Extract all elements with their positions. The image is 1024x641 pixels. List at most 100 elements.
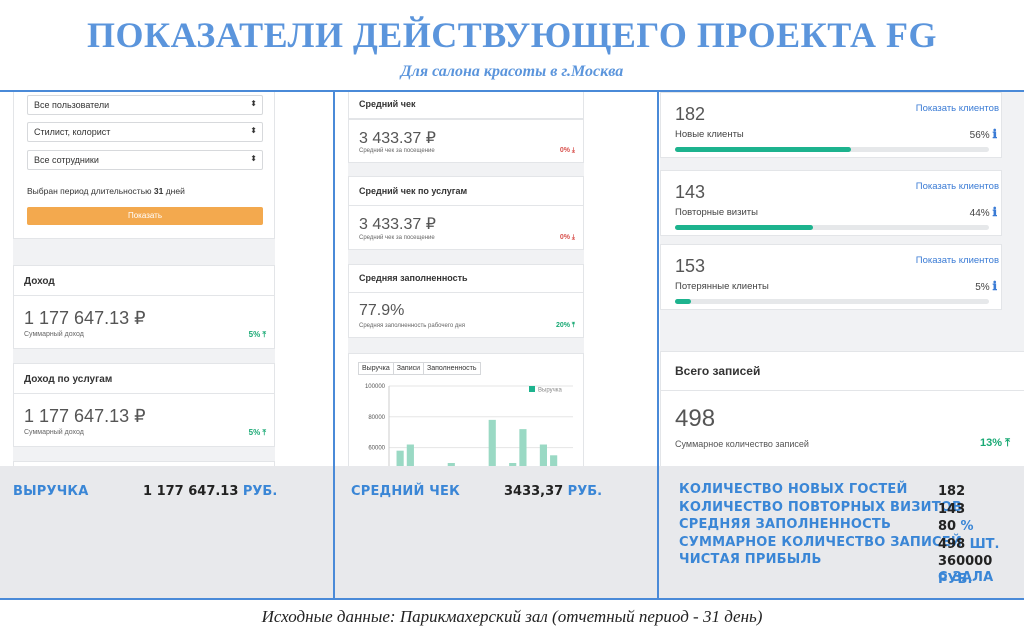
- summary-metric-value: 143: [938, 501, 966, 517]
- column-divider-1: [333, 90, 335, 600]
- chart-bar: [396, 450, 404, 466]
- middle-screenshot-panel: Средний чек 3 433.37 ₽ Средний чек за по…: [348, 92, 584, 466]
- page-subtitle: Для салона красоты в г.Москва: [400, 63, 624, 80]
- client-percent-wrap: 56% ℹ: [970, 127, 997, 141]
- avg-check-header: Средний чек: [348, 92, 584, 119]
- summary-avg-check-label: СРЕДНИЙ ЧЕК: [351, 484, 460, 499]
- chart-y-tick: 60000: [368, 446, 385, 452]
- fill-rate-card: 77.9% Средняя заполненность рабочего дня…: [348, 292, 584, 338]
- client-progress-track: [675, 299, 989, 304]
- period-days: 31: [153, 186, 164, 196]
- role-select[interactable]: Стилист, колорист ⬍: [27, 122, 263, 142]
- users-select[interactable]: Все пользователи ⬍: [27, 95, 263, 115]
- chart-legend-label: Выручка: [538, 388, 562, 394]
- info-icon[interactable]: ℹ: [992, 127, 997, 141]
- summary-metric-label: КОЛИЧЕСТВО ПОВТОРНЫХ ВИЗИТОВ: [679, 499, 963, 515]
- summary-metric-value-wrap: 143: [938, 500, 965, 518]
- select-arrows-icon: ⬍: [250, 154, 257, 163]
- staff-select-value: Все сотрудники: [34, 155, 99, 165]
- summary-strip: [0, 466, 1024, 598]
- client-card: 182 Показать клиентов Новые клиенты 56% …: [660, 92, 1002, 158]
- chart-y-tick: 100000: [365, 384, 386, 390]
- summary-revenue-value: 1 177 647.13: [143, 484, 239, 499]
- avg-check-services-title: Средний чек по услугам: [359, 186, 468, 196]
- tab-fill-rate[interactable]: Заполненность: [427, 365, 477, 372]
- avg-check-services-value: 3 433.37 ₽: [359, 216, 436, 233]
- chart-y-tick: 80000: [368, 415, 385, 421]
- next-card-stub: [13, 461, 275, 466]
- client-label: Потерянные клиенты: [675, 281, 769, 292]
- period-prefix: Выбран период длительностью: [27, 186, 152, 196]
- left-screenshot-panel: Все пользователи ⬍ Стилист, колорист ⬍ В…: [13, 92, 275, 466]
- summary-metric-label: ЧИСТАЯ ПРИБЫЛЬ: [679, 552, 822, 567]
- service-income-card: 1 177 647.13 ₽ Суммарный доход 5% ⤒: [13, 393, 275, 447]
- tab-revenue[interactable]: Выручка: [359, 363, 394, 374]
- client-progress-fill: [675, 147, 851, 152]
- avg-check-change: 0% ⤓: [559, 147, 575, 154]
- avg-check-caption: Средний чек за посещение: [359, 148, 435, 154]
- info-icon[interactable]: ℹ: [992, 279, 997, 293]
- income-change: 5% ⤒: [248, 330, 266, 339]
- fill-rate-title: Средняя заполненность: [359, 273, 468, 283]
- service-income-card-header: Доход по услугам: [13, 363, 275, 394]
- fill-rate-header: Средняя заполненность: [348, 264, 584, 293]
- top-divider: [0, 90, 1024, 92]
- column-divider-2: [657, 90, 659, 600]
- summary-avg-check-value: 3433,37: [504, 484, 564, 499]
- client-count: 153: [675, 256, 706, 276]
- summary-metric-value: 360000: [938, 554, 993, 569]
- tab-records[interactable]: Записи: [394, 363, 425, 374]
- avg-check-services-change: 0% ⤓: [559, 234, 575, 241]
- avg-check-services-caption: Средний чек за посещение: [359, 235, 435, 241]
- avg-check-services-card: 3 433.37 ₽ Средний чек за посещение 0% ⤓: [348, 205, 584, 250]
- period-suffix: дней: [165, 186, 185, 196]
- client-label: Новые клиенты: [675, 129, 744, 140]
- chart-legend-swatch: [529, 386, 535, 392]
- show-clients-link[interactable]: Показать клиентов: [915, 103, 999, 114]
- summary-metric-value-wrap: 182: [938, 482, 965, 500]
- chart-bar: [488, 419, 496, 466]
- service-income-title: Доход по услугам: [24, 374, 113, 385]
- client-percent-wrap: 44% ℹ: [970, 205, 997, 219]
- chart-bar: [519, 429, 527, 466]
- chart-bar: [550, 455, 558, 466]
- client-percent: 44%: [969, 208, 990, 219]
- records-header: Всего записей: [660, 351, 1024, 391]
- service-income-value: 1 177 647.13 ₽: [24, 406, 146, 426]
- client-count: 143: [675, 182, 706, 202]
- right-screenshot-panel: 182 Показать клиентов Новые клиенты 56% …: [660, 92, 1024, 466]
- summary-metric-value-wrap: 498 ШТ.: [938, 535, 999, 553]
- summary-metric-value: 182: [938, 484, 966, 499]
- income-card-header: Доход: [13, 265, 275, 296]
- client-progress-fill: [675, 299, 691, 304]
- show-button[interactable]: Показать: [27, 207, 263, 225]
- summary-metric-value: 80: [938, 519, 957, 534]
- client-progress-track: [675, 225, 989, 230]
- service-income-caption: Суммарный доход: [24, 429, 84, 436]
- avg-check-services-header: Средний чек по услугам: [348, 176, 584, 206]
- info-icon[interactable]: ℹ: [992, 205, 997, 219]
- summary-revenue-amount: 1 177 647.13 РУБ.: [143, 482, 277, 500]
- avg-check-title: Средний чек: [359, 99, 416, 109]
- records-card: 498 Суммарное количество записей 13% ⤒: [660, 390, 1024, 466]
- service-income-change: 5% ⤒: [248, 428, 266, 437]
- summary-revenue: ВЫРУЧКА: [13, 482, 89, 500]
- summary-metric-label: КОЛИЧЕСТВО НОВЫХ ГОСТЕЙ: [679, 482, 908, 497]
- summary-metric-unit: %: [960, 519, 974, 534]
- staff-select[interactable]: Все сотрудники ⬍: [27, 150, 263, 170]
- avg-check-value: 3 433.37 ₽: [359, 130, 436, 147]
- show-clients-link[interactable]: Показать клиентов: [915, 255, 999, 266]
- client-progress-fill: [675, 225, 814, 230]
- income-caption: Суммарный доход: [24, 331, 84, 338]
- summary-metric-value-wrap: 360000 РУБ.: [938, 552, 1024, 588]
- client-progress-track: [675, 147, 989, 152]
- summary-metric-label: СРЕДНЯЯ ЗАПОЛНЕННОСТЬ: [679, 517, 892, 532]
- select-arrows-icon: ⬍: [250, 99, 257, 108]
- chart-bar: [406, 444, 414, 466]
- show-clients-link[interactable]: Показать клиентов: [915, 181, 999, 192]
- select-arrows-icon: ⬍: [250, 126, 257, 135]
- revenue-chart: 100000 80000 60000 Выручка: [365, 384, 573, 466]
- chart-card: Выручка Записи Заполненность 100000 80000…: [348, 353, 584, 466]
- fill-rate-caption: Средняя заполненность рабочего дня: [359, 323, 465, 329]
- client-percent: 56%: [969, 130, 990, 141]
